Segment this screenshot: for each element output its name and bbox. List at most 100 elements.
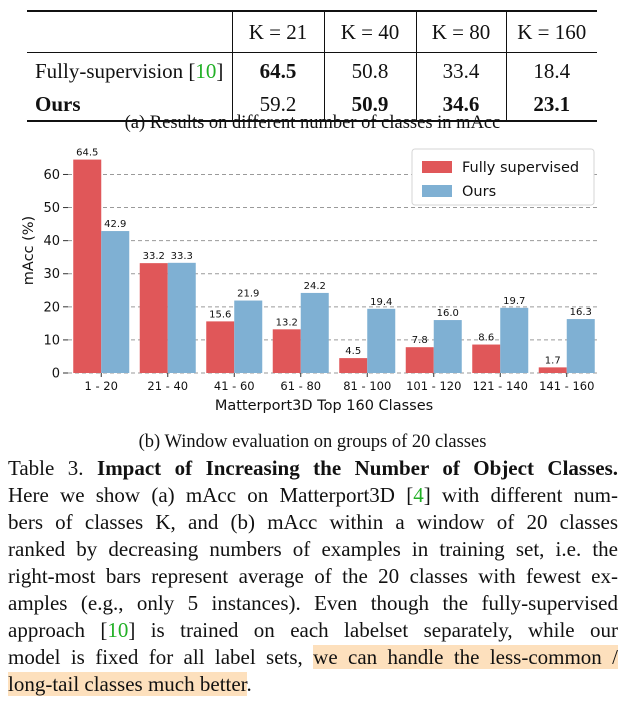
caption-text: Here we show (a) mAcc on Matterport3D [ — [8, 483, 414, 507]
header-cell-k80: K = 80 — [415, 10, 506, 53]
caption-b: (b) Window evaluation on groups of 20 cl… — [138, 432, 487, 452]
bar-chart: 0 10 20 30 40 50 60 64.5 33.2 15.6 13.2 4.5 7.8 8.6 1.… — [21, 148, 600, 414]
y-tick-label: 60 — [43, 168, 60, 183]
data-label: 24.2 — [304, 281, 326, 292]
x-tick-label: 41 - 60 — [214, 379, 255, 393]
data-label: 15.6 — [209, 309, 231, 320]
caption-line-7: approach [10] is trained on each labelse… — [8, 617, 618, 644]
data-label: 19.7 — [503, 296, 525, 307]
caption-a: (a) Results on different number of class… — [124, 113, 501, 133]
header-cell-k160: K = 160 — [505, 10, 597, 53]
bar-ours — [500, 307, 529, 373]
y-tick-label: 0 — [52, 367, 60, 382]
x-tick-label: 21 - 40 — [147, 379, 188, 393]
bar-fully-supervised — [73, 159, 102, 373]
bar-ours — [433, 320, 462, 373]
bar-fully-supervised — [339, 358, 368, 373]
citation-link-10[interactable]: 10 — [195, 58, 217, 83]
data-label: 64.5 — [76, 148, 98, 159]
bar-fully-supervised — [472, 344, 501, 373]
caption-prefix: Table 3. — [8, 456, 98, 480]
caption-text: ] with different num- — [423, 483, 618, 507]
x-tick-label: 141 - 160 — [539, 379, 594, 393]
table-cell: 59.2 — [231, 89, 324, 122]
table-header-row: K = 21 K = 40 K = 80 K = 160 — [27, 10, 597, 53]
caption-line-9: long-tail classes much better. — [8, 671, 618, 698]
caption-line-8: model is fixed for all label sets, we ca… — [8, 644, 618, 671]
x-axis-label: Matterport3D Top 160 Classes — [215, 398, 433, 414]
bar-ours — [566, 319, 595, 373]
header-k80-text: K = 80 — [431, 19, 491, 44]
bar-fully-supervised — [538, 367, 567, 373]
x-tick-label: 1 - 20 — [85, 379, 118, 393]
y-tick-label: 30 — [43, 267, 60, 282]
legend-box — [411, 148, 595, 206]
table-caption-paragraph: Table 3. Impact of Increasing the Number… — [8, 455, 618, 698]
legend-swatch — [422, 185, 452, 197]
caption-line-2: Here we show (a) mAcc on Matterport3D [4… — [8, 482, 618, 509]
y-tick-label: 20 — [43, 300, 60, 315]
y-tick-label: 40 — [43, 234, 60, 249]
bar-fully-supervised — [206, 321, 235, 373]
data-label: 7.8 — [412, 335, 428, 346]
data-label: 8.6 — [478, 333, 494, 344]
x-tick-label: 101 - 120 — [406, 379, 461, 393]
header-cell-k21: K = 21 — [231, 10, 324, 53]
caption-text: . — [246, 672, 252, 696]
caption-line-1: Table 3. Impact of Increasing the Number… — [8, 455, 618, 482]
data-label: 4.5 — [345, 346, 361, 357]
table-cell: 23.1 — [505, 89, 597, 122]
header-cell-k40: K = 40 — [323, 10, 416, 53]
table-cell: 33.4 — [415, 52, 506, 89]
table-cell: 18.4 — [505, 52, 597, 89]
table-row-ours: Ours 59.2 50.9 34.6 23.1 — [27, 89, 597, 122]
caption-text: model is fixed for all label sets, — [8, 645, 314, 669]
table-corner-cell — [27, 10, 232, 53]
y-tick-label: 50 — [43, 201, 60, 216]
table-cell: 50.8 — [323, 52, 416, 89]
legend-label: Ours — [462, 184, 496, 200]
y-tick-label: 10 — [43, 333, 60, 348]
caption-line-3: bers of classes K, and (b) mAcc within a… — [8, 510, 618, 534]
data-label: 16.0 — [437, 308, 459, 319]
data-label: 16.3 — [570, 307, 592, 318]
highlighted-text: we can handle the less-common / — [313, 645, 618, 669]
legend-swatch — [422, 161, 452, 173]
legend-label: Fully supervised — [462, 160, 579, 176]
caption-line-5: right-most bars represent average of the… — [8, 564, 618, 588]
data-label: 21.9 — [237, 289, 259, 300]
bar-fully-supervised — [139, 263, 168, 373]
header-k21-text: K = 21 — [248, 19, 308, 44]
data-label: 33.3 — [171, 251, 193, 262]
x-tick-label: 81 - 100 — [343, 379, 391, 393]
caption-text: approach [ — [8, 618, 108, 642]
row-label-ours: Ours — [27, 89, 232, 122]
citation-link-4[interactable]: 4 — [413, 483, 424, 507]
data-label: 42.9 — [104, 219, 126, 230]
results-table: K = 21 K = 40 K = 80 K = 160 Fully-super… — [27, 10, 597, 122]
table-row-fully-supervision: Fully-supervision [10] 64.5 50.8 33.4 18… — [27, 52, 597, 89]
row-label-fully-supervision: Fully-supervision [10] — [27, 52, 232, 89]
bar-ours — [300, 292, 329, 373]
data-label: 13.2 — [276, 317, 298, 328]
header-k160-text: K = 160 — [517, 19, 587, 44]
bar-ours — [167, 262, 196, 373]
bar-ours — [367, 308, 396, 373]
data-label: 33.2 — [143, 251, 165, 262]
header-k40-text: K = 40 — [340, 19, 400, 44]
bar-fully-supervised — [405, 347, 434, 373]
table-cell: 50.9 — [323, 89, 416, 122]
caption-line-6: amples (e.g., only 5 instances). Even th… — [8, 591, 618, 615]
caption-line-4: ranked by decreasing numbers of examples… — [8, 537, 618, 561]
table-cell: 34.6 — [415, 89, 506, 122]
x-tick-label: 121 - 140 — [473, 379, 528, 393]
bar-fully-supervised — [272, 329, 301, 373]
y-axis-label: mAcc (%) — [21, 216, 37, 285]
caption-title: Impact of Increasing the Number of Objec… — [97, 456, 618, 480]
x-tick-label: 61 - 80 — [280, 379, 321, 393]
bar-ours — [234, 300, 263, 373]
table-cell: 64.5 — [231, 52, 324, 89]
citation-link-10[interactable]: 10 — [107, 618, 129, 642]
data-label: 1.7 — [545, 355, 561, 366]
data-label: 19.4 — [370, 297, 392, 308]
